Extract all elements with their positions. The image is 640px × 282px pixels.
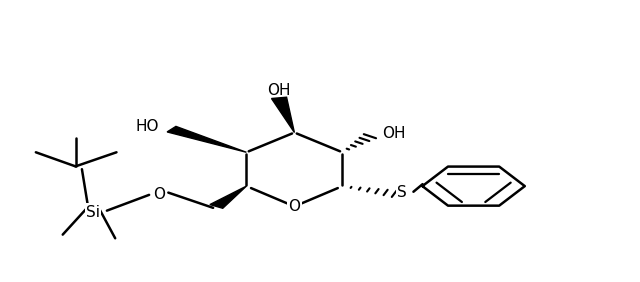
- Text: O: O: [289, 199, 300, 214]
- Text: S: S: [397, 185, 407, 200]
- Polygon shape: [271, 97, 294, 133]
- Text: OH: OH: [267, 83, 290, 98]
- Text: Si: Si: [86, 204, 100, 220]
- Polygon shape: [210, 186, 246, 208]
- Text: OH: OH: [382, 126, 405, 142]
- Text: O: O: [153, 186, 164, 202]
- Text: HO: HO: [136, 118, 159, 134]
- Polygon shape: [167, 126, 246, 152]
